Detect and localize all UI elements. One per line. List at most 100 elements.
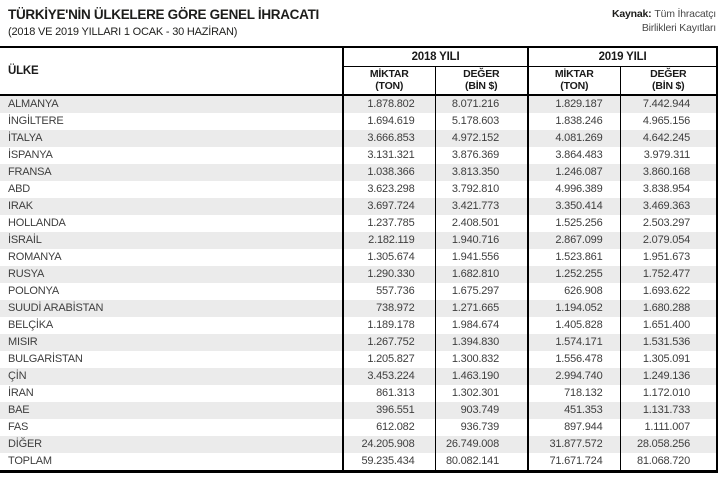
- value-cell: 1.693.622: [619, 283, 719, 300]
- value-cell: 1.305.674: [342, 249, 435, 266]
- value-cell: 3.697.724: [342, 198, 435, 215]
- value-cell: 1.305.091: [619, 351, 719, 368]
- source-text-2: Birlikleri Kayıtları: [641, 21, 716, 34]
- qty-unit: (TON): [560, 80, 589, 93]
- value-cell: 80.082.141: [434, 453, 529, 472]
- value-cell: 3.860.168: [619, 164, 719, 181]
- value-cell: 3.666.853: [342, 130, 435, 147]
- value-cell: 1.829.187: [527, 95, 621, 113]
- value-cell: 626.908: [527, 283, 621, 300]
- value-cell: 4.996.389: [527, 181, 621, 198]
- exports-table: ÜLKE 2018 YILI 2019 YILI MİKTAR (TON) DE…: [0, 46, 719, 473]
- value-cell: 31.877.572: [527, 436, 621, 453]
- country-cell: ROMANYA: [8, 251, 62, 263]
- value-cell: 1.246.087: [527, 164, 621, 181]
- source-text-1: Tüm İhracatçı: [654, 8, 716, 20]
- qty-label: MİKTAR: [369, 67, 409, 80]
- column-header-val-2018: DEĞER (BİN $): [434, 66, 529, 96]
- value-cell: 1.205.827: [342, 351, 435, 368]
- country-cell: BULGARİSTAN: [8, 353, 83, 365]
- value-cell: 1.111.007: [619, 419, 719, 436]
- qty-label: MİKTAR: [554, 67, 594, 80]
- value-cell: 3.876.369: [434, 147, 529, 164]
- column-group-2019: 2019 YILI: [527, 47, 719, 67]
- value-cell: 3.838.954: [619, 181, 719, 198]
- year-header-row: ÜLKE 2018 YILI 2019 YILI: [0, 47, 719, 96]
- table-row: POLONYA 557.736 1.675.297 626.908 1.693.622: [0, 283, 719, 300]
- value-cell: 1.838.246: [527, 113, 621, 130]
- country-cell: ABD: [8, 183, 31, 195]
- value-cell: 1.531.536: [619, 334, 719, 351]
- country-cell: DİĞER: [8, 438, 42, 450]
- country-cell: SUUDİ ARABİSTAN: [8, 302, 104, 314]
- value-cell: 3.469.363: [619, 198, 719, 215]
- value-cell: 1.682.810: [434, 266, 529, 283]
- table-row: BELÇİKA 1.189.178 1.984.674 1.405.828 1.651.…: [0, 317, 719, 334]
- value-cell: 5.178.603: [434, 113, 529, 130]
- value-cell: 7.442.944: [619, 95, 719, 113]
- value-cell: 1.940.716: [434, 232, 529, 249]
- country-cell: TOPLAM: [8, 455, 52, 467]
- value-cell: 1.131.733: [619, 402, 719, 419]
- country-cell: İNGİLTERE: [8, 115, 64, 127]
- value-cell: 3.792.810: [434, 181, 529, 198]
- value-cell: 1.300.832: [434, 351, 529, 368]
- value-cell: 2.408.501: [434, 215, 529, 232]
- value-cell: 1.556.478: [527, 351, 621, 368]
- table-row: RUSYA 1.290.330 1.682.810 1.252.255 1.752.47…: [0, 266, 719, 283]
- table-row: İRAN 861.313 1.302.301 718.132 1.172.010: [0, 385, 719, 402]
- value-cell: 1.951.673: [619, 249, 719, 266]
- source-line-1: Kaynak: Tüm İhracatçı: [612, 8, 716, 22]
- country-cell: ÇİN: [8, 370, 27, 382]
- table-row: DİĞER 24.205.908 26.749.008 31.877.572 28.05…: [0, 436, 719, 453]
- val-label: DEĞER: [650, 67, 687, 80]
- country-cell: BAE: [8, 404, 30, 416]
- value-cell: 1.302.301: [434, 385, 529, 402]
- value-cell: 59.235.434: [342, 453, 435, 472]
- value-cell: 3.864.483: [527, 147, 621, 164]
- source-label: Kaynak:: [611, 8, 652, 20]
- value-cell: 897.944: [527, 419, 621, 436]
- table-row: ROMANYA 1.305.674 1.941.556 1.523.861 1.951.…: [0, 249, 719, 266]
- country-cell: İTALYA: [8, 132, 43, 144]
- table-row: ÇİN 3.453.224 1.463.190 2.994.740 1.249.136: [0, 368, 719, 385]
- country-cell: RUSYA: [8, 268, 45, 280]
- value-cell: 738.972: [342, 300, 435, 317]
- value-cell: 1.523.861: [527, 249, 621, 266]
- value-cell: 1.574.171: [527, 334, 621, 351]
- value-cell: 1.675.297: [434, 283, 529, 300]
- value-cell: 903.749: [434, 402, 529, 419]
- country-cell: İSPANYA: [8, 149, 53, 161]
- value-cell: 1.405.828: [527, 317, 621, 334]
- page-title: TÜRKİYE'NİN ÜLKELERE GÖRE GENEL İHRACATI: [8, 7, 319, 22]
- value-cell: 3.813.350: [434, 164, 529, 181]
- value-cell: 1.941.556: [434, 249, 529, 266]
- val-unit: (BİN $): [652, 80, 685, 93]
- country-cell: BELÇİKA: [8, 319, 54, 331]
- value-cell: 3.131.321: [342, 147, 435, 164]
- value-cell: 2.867.099: [527, 232, 621, 249]
- value-cell: 396.551: [342, 402, 435, 419]
- country-cell: IRAK: [8, 200, 33, 212]
- country-cell: HOLLANDA: [8, 217, 66, 229]
- table-row: SUUDİ ARABİSTAN 738.972 1.271.665 1.194.052…: [0, 300, 719, 317]
- table-row: MISIR 1.267.752 1.394.830 1.574.171 1.531.53…: [0, 334, 719, 351]
- value-cell: 2.182.119: [342, 232, 435, 249]
- value-cell: 1.752.477: [619, 266, 719, 283]
- column-group-2018: 2018 YILI: [341, 47, 529, 67]
- value-cell: 1.252.255: [527, 266, 621, 283]
- table-header: ÜLKE 2018 YILI 2019 YILI MİKTAR (TON) DE…: [0, 47, 719, 96]
- value-cell: 4.965.156: [619, 113, 719, 130]
- value-cell: 451.353: [527, 402, 621, 419]
- value-cell: 71.671.724: [527, 453, 621, 472]
- table-row: İSPANYA 3.131.321 3.876.369 3.864.483 3.979.…: [0, 147, 719, 164]
- value-cell: 1.463.190: [434, 368, 529, 385]
- table-row: FAS 612.082 936.739 897.944 1.111.007: [0, 419, 719, 436]
- column-header-val-2019: DEĞER (BİN $): [619, 66, 719, 96]
- value-cell: 1.878.802: [342, 95, 435, 113]
- value-cell: 1.237.785: [342, 215, 435, 232]
- value-cell: 2.994.740: [527, 368, 621, 385]
- table-body: ALMANYA 1.878.802 8.071.216 1.829.187 7.442.…: [0, 95, 719, 472]
- value-cell: 1.194.052: [527, 300, 621, 317]
- country-cell: FAS: [8, 421, 29, 433]
